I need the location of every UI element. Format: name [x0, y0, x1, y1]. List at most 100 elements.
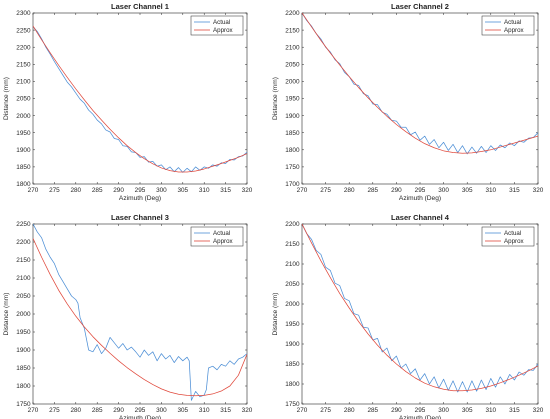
x-tick-label: 315 — [509, 407, 520, 414]
x-tick-label: 305 — [462, 187, 473, 194]
chart-panel-4: Laser Channel 4 270 275 280 285 290 295 300 305 3… — [272, 213, 544, 419]
x-tick-label: 275 — [320, 407, 331, 414]
chart-title: Laser Channel 4 — [391, 213, 450, 222]
legend-entry-actual: Actual — [213, 19, 230, 26]
x-tick-label: 295 — [135, 407, 146, 414]
x-tick-label: 315 — [220, 407, 231, 414]
y-tick-label: 1750 — [285, 164, 300, 171]
x-tick-label: 285 — [92, 187, 103, 194]
chart-title: Laser Channel 2 — [391, 2, 449, 11]
y-tick-label: 2000 — [16, 311, 31, 318]
x-tick-label: 295 — [135, 187, 146, 194]
y-tick-label: 2000 — [285, 301, 300, 308]
x-tick-label: 305 — [462, 407, 473, 414]
x-tick-label: 300 — [438, 407, 449, 414]
x-tick-label: 305 — [177, 187, 188, 194]
y-tick-label: 1950 — [285, 321, 300, 328]
x-tick-label: 275 — [49, 407, 60, 414]
x-tick-label: 315 — [509, 187, 520, 194]
series-group — [302, 224, 538, 393]
x-tick-label: 290 — [391, 187, 402, 194]
y-tick-label: 1700 — [285, 181, 300, 188]
x-tick-label: 270 — [297, 187, 308, 194]
x-tick-label: 310 — [485, 187, 496, 194]
chart-title: Laser Channel 3 — [111, 213, 169, 222]
x-axis-label: Azimuth (Deg) — [119, 195, 161, 202]
plot-area — [32, 223, 248, 405]
y-tick-label: 2000 — [285, 79, 300, 86]
x-tick-label: 310 — [485, 407, 496, 414]
y-axis-label: Distance (mm) — [3, 293, 10, 336]
legend-entry-approx: Approx — [213, 27, 234, 34]
x-tick-label: 280 — [344, 407, 355, 414]
legend-entry-actual: Actual — [504, 230, 521, 237]
series-group — [33, 224, 247, 401]
plot-area — [301, 12, 539, 185]
y-tick-label: 1900 — [285, 113, 300, 120]
x-tick-label: 320 — [533, 187, 544, 194]
y-tick-label: 2300 — [16, 10, 31, 17]
y-tick-label: 2200 — [16, 239, 31, 246]
y-tick-label: 1800 — [285, 147, 300, 154]
x-tick-label: 310 — [199, 187, 210, 194]
x-tick-label: 300 — [438, 187, 449, 194]
y-tick-label: 2000 — [16, 113, 31, 120]
y-tick-label: 2150 — [285, 241, 300, 248]
y-tick-label: 2200 — [285, 221, 300, 228]
x-tick-label: 300 — [156, 407, 167, 414]
chart-panel-1: Laser Channel 1 270 275 280 285 290 295 300 305 3… — [3, 2, 253, 202]
y-tick-label: 2200 — [16, 44, 31, 51]
series-line-approx — [302, 13, 538, 154]
y-tick-label: 1900 — [16, 147, 31, 154]
y-tick-label: 2100 — [16, 275, 31, 282]
y-tick-label: 1800 — [16, 181, 31, 188]
x-tick-label: 290 — [113, 187, 124, 194]
y-tick-label: 2250 — [16, 27, 31, 34]
legend-entry-actual: Actual — [504, 19, 521, 26]
x-tick-label: 275 — [49, 187, 60, 194]
y-tick-label: 2250 — [16, 221, 31, 228]
y-tick-label: 1950 — [285, 96, 300, 103]
x-tick-label: 275 — [320, 187, 331, 194]
y-tick-label: 2100 — [16, 79, 31, 86]
y-tick-label: 1850 — [285, 130, 300, 137]
y-tick-label: 1850 — [285, 361, 300, 368]
y-tick-label: 1900 — [16, 347, 31, 354]
x-tick-label: 315 — [220, 187, 231, 194]
y-tick-label: 1850 — [16, 164, 31, 171]
chart-panel-2: Laser Channel 2 270 275 280 285 290 295 300 305 3… — [272, 2, 544, 202]
x-tick-label: 280 — [344, 187, 355, 194]
chart-title: Laser Channel 1 — [111, 2, 169, 11]
y-tick-label: 1900 — [285, 341, 300, 348]
x-axis-label: Azimuth (Deg) — [119, 415, 161, 419]
y-tick-label: 2150 — [16, 62, 31, 69]
y-axis-label: Distance (mm) — [272, 293, 279, 336]
x-tick-label: 285 — [367, 407, 378, 414]
y-tick-label: 2050 — [16, 293, 31, 300]
x-tick-label: 320 — [242, 187, 253, 194]
legend-entry-approx: Approx — [213, 238, 234, 245]
x-tick-label: 270 — [28, 187, 39, 194]
series-line-approx — [302, 224, 538, 392]
y-tick-label: 1800 — [285, 381, 300, 388]
y-tick-label: 2100 — [285, 44, 300, 51]
plot-area — [32, 12, 248, 185]
series-line-actual — [33, 26, 247, 173]
x-tick-label: 285 — [367, 187, 378, 194]
y-axis-label: Distance (mm) — [3, 77, 10, 120]
y-axis-label: Distance (mm) — [272, 77, 279, 120]
y-tick-label: 2050 — [285, 281, 300, 288]
series-line-actual — [33, 224, 247, 401]
x-tick-label: 290 — [113, 407, 124, 414]
x-tick-label: 320 — [242, 407, 253, 414]
x-tick-label: 270 — [28, 407, 39, 414]
y-tick-label: 1850 — [16, 365, 31, 372]
x-axis-label: Azimuth (Deg) — [399, 195, 441, 202]
x-tick-label: 310 — [199, 407, 210, 414]
x-tick-label: 270 — [297, 407, 308, 414]
x-tick-label: 295 — [415, 407, 426, 414]
